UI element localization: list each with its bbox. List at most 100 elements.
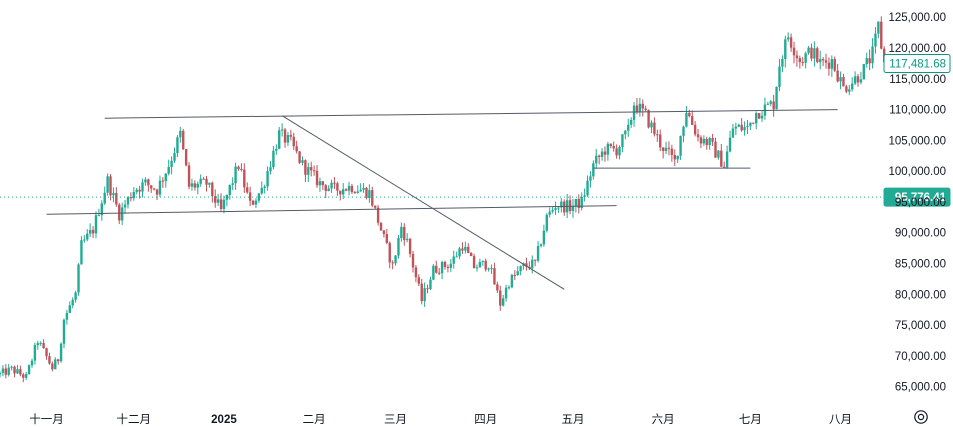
trend-lines [46, 109, 838, 290]
x-tick-label: 三月 [384, 414, 407, 426]
candle-body [19, 369, 22, 375]
candle-body [711, 138, 714, 142]
candle-body [147, 179, 150, 186]
candle-body [880, 21, 883, 49]
candle-body [612, 146, 615, 149]
candle-body [94, 215, 98, 234]
candle-body [222, 199, 226, 210]
candle-body [106, 176, 109, 193]
candle-body [411, 253, 415, 268]
candle-body [481, 260, 485, 263]
candle-body [464, 246, 467, 251]
candle-body [45, 348, 48, 357]
y-tick-label: 95,000.00 [895, 197, 946, 209]
candle-body [859, 79, 863, 83]
candle-body [609, 143, 612, 147]
candle-body [804, 53, 807, 63]
candle-body [240, 169, 243, 171]
candle-body [155, 189, 159, 195]
candle-body [388, 242, 391, 263]
candle-body [51, 363, 54, 370]
candle-body [397, 238, 400, 256]
candle-body [446, 266, 450, 268]
candle-body [129, 197, 133, 199]
candle-body [152, 188, 156, 190]
candle-body [632, 105, 636, 120]
candle-body [437, 272, 441, 274]
candle-body [723, 166, 726, 168]
candle-body [784, 39, 787, 60]
candle-body [827, 62, 831, 69]
candle-body [824, 60, 828, 63]
candle-body [653, 122, 656, 135]
candle-body [318, 181, 322, 186]
candle-body [539, 244, 543, 247]
candle-body [798, 58, 802, 63]
candle-body [734, 126, 738, 129]
candle-body [228, 184, 231, 195]
candle-body [257, 193, 261, 201]
candle-body [74, 292, 77, 300]
candle-body [170, 160, 173, 167]
candle-body [563, 201, 566, 213]
candle-body [685, 112, 688, 127]
candle-body [141, 182, 144, 192]
y-tick-label: 65,000.00 [895, 382, 946, 394]
candle-body [202, 178, 205, 180]
candle-body [4, 368, 8, 375]
candle-body [403, 226, 406, 240]
candle-body [714, 141, 717, 158]
candle-body [138, 189, 141, 192]
candle-body [455, 256, 458, 258]
candle-body [339, 190, 342, 195]
candle-body [292, 136, 295, 147]
candle-body [551, 209, 554, 212]
candle-body [208, 182, 211, 185]
candle-body [664, 147, 668, 152]
candle-body [853, 76, 857, 84]
candle-body [187, 165, 191, 187]
candle-body [132, 191, 135, 199]
candle-body [644, 108, 647, 111]
candle-body [1, 368, 5, 373]
candle-body [13, 366, 16, 374]
candle-body [818, 59, 822, 63]
candle-body [22, 374, 25, 378]
candle-body [673, 155, 676, 160]
candle-body [720, 150, 723, 167]
x-tick-label: 十一月 [29, 412, 64, 426]
candle-body [420, 283, 423, 302]
candle-body [856, 76, 860, 83]
x-tick-label: 十二月 [117, 412, 152, 426]
candle-body [554, 208, 557, 210]
candle-body [592, 163, 595, 177]
price-lines: 117,481.68 95,776.41 [0, 54, 951, 207]
candle-body [394, 255, 397, 264]
candle-series [0, 16, 886, 383]
candle-body [77, 264, 80, 293]
trend-line [104, 109, 838, 119]
candle-body [795, 55, 799, 59]
candle-body [731, 128, 735, 138]
candle-body [118, 204, 121, 221]
candle-body [510, 275, 514, 288]
candle-body [548, 211, 551, 215]
settings-gear-icon[interactable] [912, 408, 930, 426]
candle-body [525, 263, 528, 267]
candle-body [499, 290, 502, 306]
candle-body [513, 275, 517, 277]
candle-body [103, 192, 106, 204]
candle-body [199, 178, 202, 184]
candle-body [688, 112, 691, 117]
candle-body [624, 130, 627, 135]
candle-body [862, 64, 866, 80]
candle-body [571, 205, 575, 212]
candle-body [693, 124, 697, 135]
candle-body [755, 113, 758, 124]
candle-body [158, 180, 162, 195]
candle-body [376, 207, 380, 223]
candle-body [676, 155, 679, 160]
candle-body [315, 170, 319, 186]
candle-body [336, 183, 339, 191]
